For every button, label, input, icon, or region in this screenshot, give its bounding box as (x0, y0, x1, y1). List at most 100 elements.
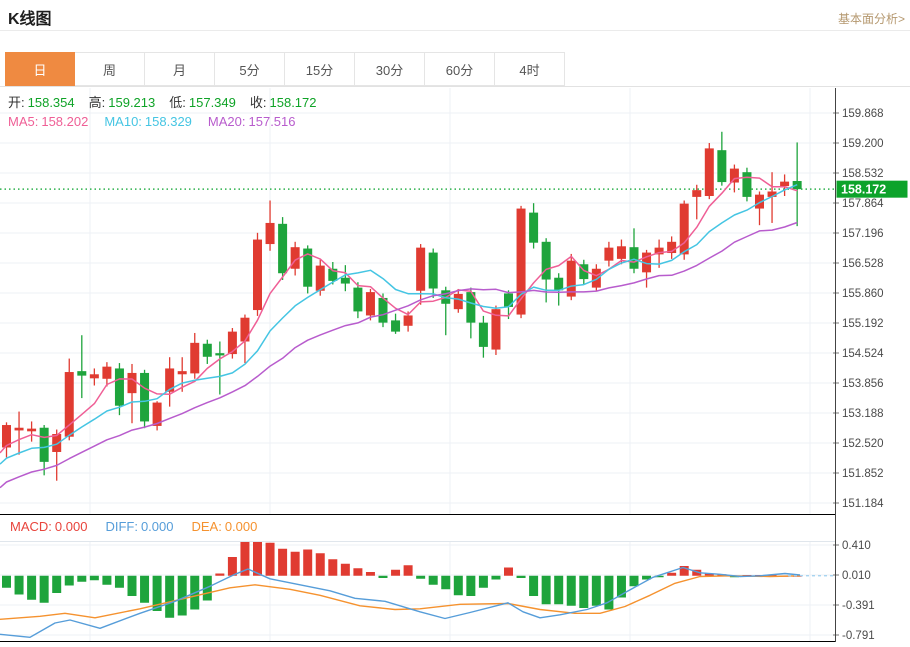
candle[interactable] (692, 190, 702, 197)
candle[interactable] (353, 287, 363, 312)
macd-bar (529, 575, 539, 596)
candle[interactable] (742, 172, 752, 197)
candle[interactable] (579, 264, 589, 280)
candle[interactable] (39, 427, 49, 462)
price-tick-label: 151.852 (842, 468, 884, 480)
tab-30min[interactable]: 30分 (355, 52, 425, 86)
candle[interactable] (704, 148, 714, 196)
candle[interactable] (654, 247, 664, 255)
candle[interactable] (516, 208, 526, 315)
candle[interactable] (416, 247, 426, 291)
candle[interactable] (453, 293, 463, 310)
macd-bar (328, 559, 338, 576)
candle[interactable] (240, 317, 250, 342)
candle[interactable] (365, 292, 375, 316)
tab-5min[interactable]: 5分 (215, 52, 285, 86)
period-tabbar: 日周月 5分 15分 30分 60分 4时 (0, 52, 910, 87)
tab-60min[interactable]: 60分 (425, 52, 495, 86)
candle[interactable] (717, 150, 727, 183)
candle[interactable] (679, 203, 689, 255)
candle[interactable] (52, 434, 62, 452)
candle[interactable] (328, 268, 338, 281)
candle[interactable] (491, 309, 501, 350)
current-price-tag (836, 180, 908, 198)
macd-bar (165, 575, 175, 618)
candle[interactable] (64, 372, 74, 437)
candle[interactable] (165, 368, 175, 392)
macd-bar (77, 575, 87, 582)
tab-4hour[interactable]: 4时 (495, 52, 565, 86)
price-tick-label: 151.184 (842, 498, 884, 510)
candle[interactable] (152, 402, 162, 426)
page-title: K线图 (8, 11, 52, 28)
candle[interactable] (127, 372, 137, 394)
candle[interactable] (780, 181, 790, 187)
header-divider (0, 30, 910, 31)
candle[interactable] (566, 260, 576, 297)
candle[interactable] (140, 372, 150, 422)
ohlc-readout: 开: 158.354 高: 159.213 低: 157.349 收: 158.172 (8, 92, 317, 111)
price-tick-label: 153.188 (842, 408, 884, 420)
fundamental-analysis-link[interactable]: 基本面分析> (837, 12, 905, 26)
candle[interactable] (591, 268, 601, 288)
macd-tick-label: 0.410 (842, 540, 871, 552)
candle[interactable] (604, 247, 614, 261)
macd-row-item: MACD: 0.000 (10, 519, 88, 534)
candle[interactable] (428, 252, 438, 289)
candle[interactable] (202, 343, 212, 357)
candle[interactable] (27, 428, 37, 432)
candle[interactable] (315, 265, 325, 291)
candle[interactable] (378, 297, 388, 323)
macd-bar (579, 575, 589, 608)
candle[interactable] (667, 241, 677, 254)
candle[interactable] (215, 353, 225, 356)
candle[interactable] (278, 223, 288, 274)
candle[interactable] (190, 342, 200, 374)
candle[interactable] (391, 320, 401, 332)
macd-bar (391, 569, 401, 576)
candle[interactable] (340, 277, 350, 284)
macd-bar (64, 575, 74, 586)
candle[interactable] (629, 247, 639, 269)
macd-bar (378, 575, 388, 578)
candle[interactable] (77, 371, 87, 376)
candle[interactable] (554, 277, 564, 291)
macd-bar (704, 573, 714, 576)
candle[interactable] (767, 191, 777, 197)
candle[interactable] (303, 248, 313, 287)
macd-bar (416, 575, 426, 579)
candle[interactable] (616, 246, 626, 259)
candle[interactable] (290, 247, 300, 269)
macd-bar (541, 575, 551, 605)
candle[interactable] (755, 194, 764, 209)
macd-bar (504, 567, 513, 576)
candle[interactable] (466, 292, 476, 323)
candle[interactable] (529, 212, 539, 243)
candle[interactable] (541, 241, 551, 280)
candle[interactable] (14, 427, 24, 431)
tab-month[interactable]: 月 (145, 52, 215, 86)
candle[interactable] (642, 252, 652, 273)
macd-tick-label: -0.391 (842, 600, 875, 612)
candle[interactable] (177, 371, 187, 375)
tab-15min[interactable]: 15分 (285, 52, 355, 86)
candle[interactable] (114, 368, 124, 406)
macd-bar (491, 575, 501, 580)
tab-week[interactable]: 周 (75, 52, 145, 86)
candle[interactable] (729, 168, 739, 183)
macd-readout: MACD: 0.000 DIFF: 0.000 DEA: 0.000 (10, 519, 257, 534)
candle[interactable] (253, 239, 262, 311)
ma-readout: MA5: 158.202 MA10: 158.329 MA20: 157.516 (8, 114, 296, 129)
candle[interactable] (265, 222, 275, 245)
candle[interactable] (227, 331, 237, 355)
candle[interactable] (2, 425, 11, 448)
ohlc-row-item: 开: 158.354 (8, 95, 75, 110)
candle[interactable] (504, 293, 513, 307)
candle[interactable] (89, 374, 99, 379)
candle[interactable] (478, 322, 488, 347)
candle[interactable] (403, 315, 413, 326)
candle[interactable] (102, 366, 112, 379)
tab-day[interactable]: 日 (5, 52, 75, 86)
macd-tick-label: 0.010 (842, 570, 871, 582)
